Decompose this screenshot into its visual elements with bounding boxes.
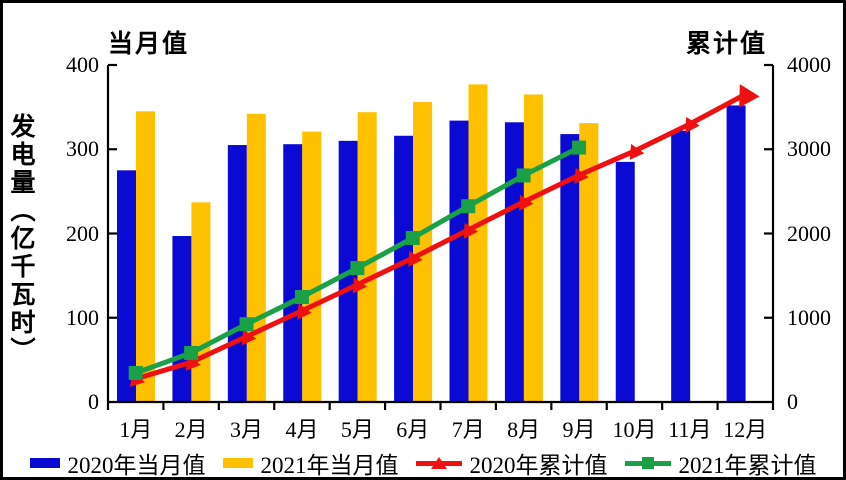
bar-2021年当月值-5月 — [357, 112, 377, 403]
x-label-8月: 8月 — [507, 417, 541, 442]
left-tick-label: 0 — [88, 389, 99, 414]
legend-triangle-marker-icon — [430, 457, 447, 469]
x-label-9月: 9月 — [562, 417, 596, 442]
bar-2021年当月值-3月 — [246, 113, 266, 403]
x-label-1月: 1月 — [119, 417, 153, 442]
legend-item-2021年累计值: 2021年累计值 — [624, 446, 817, 478]
marker-triangle-2020年累计值 — [685, 116, 700, 133]
x-label-5月: 5月 — [340, 417, 374, 442]
legend-bar-swatch — [29, 458, 60, 468]
bar-2021年当月值-8月 — [523, 94, 543, 403]
marker-square-2021年累计值 — [516, 168, 531, 183]
bar-2020年当月值-9月 — [560, 134, 580, 402]
marker-triangle-2020年累计值 — [352, 277, 368, 294]
legend-label: 2021年当月值 — [260, 453, 399, 478]
marker-square-2021年累计值 — [350, 261, 365, 276]
legend-line-swatch — [624, 455, 671, 471]
bar-2020年当月值-12月 — [726, 105, 746, 402]
bar-2021年当月值-9月 — [579, 123, 599, 402]
marker-triangle-2020年累计值 — [739, 84, 760, 108]
marker-square-2021年累计值 — [572, 140, 587, 155]
bar-2021年当月值-7月 — [468, 84, 488, 402]
x-label-12月: 12月 — [723, 417, 768, 442]
marker-triangle-2020年累计值 — [519, 194, 534, 211]
legend-item-2020年累计值: 2020年累计值 — [415, 446, 608, 478]
legend-square-marker-icon — [641, 457, 654, 469]
legend-label: 2020年当月值 — [67, 453, 206, 478]
bar-2020年当月值-2月 — [172, 236, 192, 402]
left-tick-label: 200 — [66, 220, 99, 246]
marker-square-2021年累计值 — [128, 365, 143, 380]
legend-label: 2020年累计值 — [469, 453, 608, 478]
bar-2020年当月值-11月 — [671, 130, 691, 402]
legend: 2020年当月值 2021年当月值 2020年累计值 2021年累计值 — [3, 446, 843, 478]
right-tick-label: 1000 — [787, 304, 831, 330]
legend-bar-swatch — [222, 458, 253, 468]
y-axis-label: 发电量（亿千瓦时） — [7, 113, 34, 365]
bar-2021年当月值-1月 — [136, 111, 155, 403]
legend-label: 2021年累计值 — [678, 453, 817, 478]
bar-2020年当月值-4月 — [283, 144, 303, 402]
right-tick-label: 2000 — [787, 220, 831, 246]
bar-2020年当月值-1月 — [117, 170, 136, 402]
x-label-6月: 6月 — [396, 417, 430, 442]
left-tick-label: 300 — [66, 136, 99, 162]
bar-2021年当月值-2月 — [191, 202, 211, 402]
marker-square-2021年累计值 — [405, 230, 420, 245]
marker-square-2021年累计值 — [184, 345, 199, 360]
legend-item-2021年当月值: 2021年当月值 — [222, 446, 399, 478]
bar-2020年当月值-10月 — [615, 161, 635, 402]
bar-2021年当月值-4月 — [302, 131, 322, 402]
x-label-11月: 11月 — [668, 417, 712, 442]
left-tick-label: 100 — [66, 304, 99, 330]
marker-square-2021年累计值 — [294, 290, 309, 305]
x-label-4月: 4月 — [285, 417, 319, 442]
plot-area — [106, 63, 775, 410]
x-label-3月: 3月 — [230, 417, 264, 442]
marker-triangle-2020年累计值 — [297, 303, 312, 320]
marker-triangle-2020年累计值 — [463, 222, 479, 239]
left-tick-label: 400 — [66, 52, 99, 77]
left-axis-title: 当月值 — [108, 31, 190, 58]
marker-square-2021年累计值 — [461, 199, 476, 214]
bar-2020年当月值-6月 — [394, 135, 414, 402]
bar-2020年当月值-7月 — [449, 120, 469, 402]
bar-2020年当月值-3月 — [227, 145, 247, 402]
legend-line-swatch — [415, 455, 462, 471]
line-2020年累计值 — [134, 92, 747, 382]
legend-item-2020年当月值: 2020年当月值 — [29, 446, 206, 478]
x-label-2月: 2月 — [174, 417, 208, 442]
marker-triangle-2020年累计值 — [574, 167, 589, 184]
marker-square-2021年累计值 — [239, 317, 254, 332]
bar-2020年当月值-8月 — [504, 122, 524, 402]
right-axis-title: 累计值 — [685, 31, 767, 58]
x-label-10月: 10月 — [612, 417, 657, 442]
marker-triangle-2020年累计值 — [408, 250, 423, 267]
right-tick-label: 4000 — [787, 52, 831, 77]
x-label-7月: 7月 — [451, 417, 485, 442]
right-tick-label: 3000 — [787, 136, 831, 162]
right-tick-label: 0 — [787, 389, 798, 414]
marker-triangle-2020年累计值 — [629, 143, 645, 160]
marker-triangle-2020年累计值 — [241, 329, 257, 346]
